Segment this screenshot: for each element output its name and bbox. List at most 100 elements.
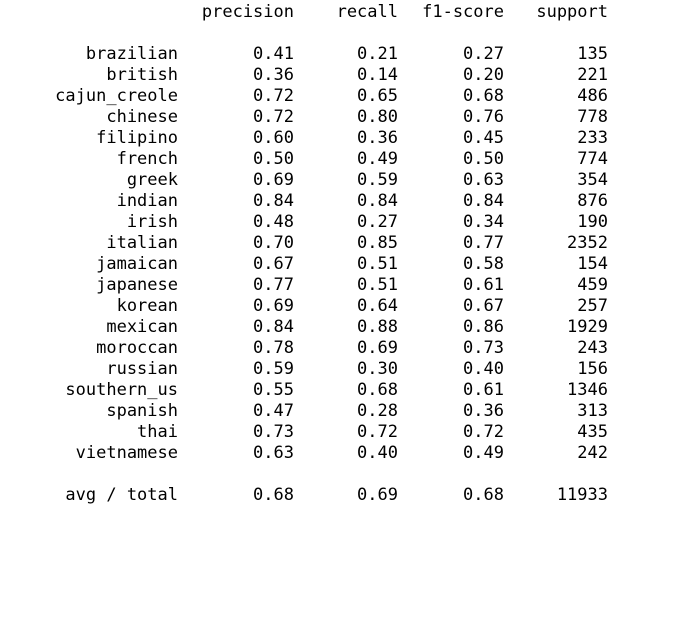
class-label: greek (126, 170, 178, 190)
total-support: 11933 (556, 485, 608, 505)
table-row: chinese 0.72 0.80 0.76 778 (0, 107, 678, 128)
f1-score-value: 0.49 (463, 443, 504, 463)
class-label: french (116, 149, 178, 169)
class-label: cajun_creole (55, 86, 178, 106)
support-value: 2352 (567, 233, 608, 253)
recall-value: 0.85 (357, 233, 398, 253)
class-label: moroccan (96, 338, 178, 358)
f1-score-value: 0.40 (463, 359, 504, 379)
support-value: 1346 (567, 380, 608, 400)
precision-value: 0.73 (253, 422, 294, 442)
recall-value: 0.51 (357, 254, 398, 274)
total-row: avg / total 0.68 0.69 0.68 11933 (0, 485, 678, 506)
support-value: 156 (577, 359, 608, 379)
recall-value: 0.51 (357, 275, 398, 295)
f1-score-value: 0.73 (463, 338, 504, 358)
recall-value: 0.68 (357, 380, 398, 400)
recall-value: 0.84 (357, 191, 398, 211)
recall-value: 0.30 (357, 359, 398, 379)
f1-score-value: 0.36 (463, 401, 504, 421)
class-label: italian (106, 233, 178, 253)
f1-score-value: 0.50 (463, 149, 504, 169)
table-row: irish 0.48 0.27 0.34 190 (0, 212, 678, 233)
table-row: french 0.50 0.49 0.50 774 (0, 149, 678, 170)
class-label: japanese (96, 275, 178, 295)
table-row: mexican 0.84 0.88 0.86 1929 (0, 317, 678, 338)
f1-score-value: 0.72 (463, 422, 504, 442)
support-value: 876 (577, 191, 608, 211)
precision-value: 0.78 (253, 338, 294, 358)
classification-report: precision recall f1-score support brazil… (0, 2, 678, 506)
total-precision: 0.68 (253, 485, 294, 505)
header-row: precision recall f1-score support (0, 2, 678, 23)
table-row: brazilian 0.41 0.21 0.27 135 (0, 44, 678, 65)
f1-score-value: 0.76 (463, 107, 504, 127)
class-label: brazilian (85, 44, 178, 64)
table-row: southern_us 0.55 0.68 0.61 1346 (0, 380, 678, 401)
precision-value: 0.77 (253, 275, 294, 295)
total-f1-score: 0.68 (463, 485, 504, 505)
recall-value: 0.14 (357, 65, 398, 85)
class-label: indian (116, 191, 178, 211)
table-row: thai 0.73 0.72 0.72 435 (0, 422, 678, 443)
recall-value: 0.65 (357, 86, 398, 106)
precision-value: 0.70 (253, 233, 294, 253)
support-value: 774 (577, 149, 608, 169)
table-row: vietnamese 0.63 0.40 0.49 242 (0, 443, 678, 464)
table-row: russian 0.59 0.30 0.40 156 (0, 359, 678, 380)
class-label: filipino (96, 128, 178, 148)
table-row: filipino 0.60 0.36 0.45 233 (0, 128, 678, 149)
f1-score-value: 0.34 (463, 212, 504, 232)
f1-score-value: 0.45 (463, 128, 504, 148)
support-value: 135 (577, 44, 608, 64)
support-value: 435 (577, 422, 608, 442)
table-row: japanese 0.77 0.51 0.61 459 (0, 275, 678, 296)
precision-value: 0.69 (253, 296, 294, 316)
class-label: irish (126, 212, 178, 232)
support-value: 154 (577, 254, 608, 274)
recall-value: 0.80 (357, 107, 398, 127)
recall-value: 0.88 (357, 317, 398, 337)
precision-value: 0.84 (253, 317, 294, 337)
table-row: spanish 0.47 0.28 0.36 313 (0, 401, 678, 422)
column-header-f1-score: f1-score (422, 2, 504, 22)
support-value: 221 (577, 65, 608, 85)
precision-value: 0.67 (253, 254, 294, 274)
precision-value: 0.47 (253, 401, 294, 421)
column-header-precision: precision (201, 2, 294, 22)
recall-value: 0.40 (357, 443, 398, 463)
f1-score-value: 0.61 (463, 380, 504, 400)
precision-value: 0.63 (253, 443, 294, 463)
precision-value: 0.69 (253, 170, 294, 190)
table-row: korean 0.69 0.64 0.67 257 (0, 296, 678, 317)
recall-value: 0.27 (357, 212, 398, 232)
support-value: 242 (577, 443, 608, 463)
f1-score-value: 0.84 (463, 191, 504, 211)
precision-value: 0.36 (253, 65, 294, 85)
column-header-support: support (536, 2, 608, 22)
precision-value: 0.60 (253, 128, 294, 148)
f1-score-value: 0.61 (463, 275, 504, 295)
class-label: korean (116, 296, 178, 316)
support-value: 233 (577, 128, 608, 148)
total-recall: 0.69 (357, 485, 398, 505)
table-row: cajun_creole 0.72 0.65 0.68 486 (0, 86, 678, 107)
precision-value: 0.72 (253, 86, 294, 106)
class-label: russian (106, 359, 178, 379)
recall-value: 0.36 (357, 128, 398, 148)
column-header-recall: recall (336, 2, 398, 22)
class-label: jamaican (96, 254, 178, 274)
class-label: vietnamese (75, 443, 178, 463)
support-value: 313 (577, 401, 608, 421)
f1-score-value: 0.67 (463, 296, 504, 316)
support-value: 190 (577, 212, 608, 232)
precision-value: 0.59 (253, 359, 294, 379)
f1-score-value: 0.68 (463, 86, 504, 106)
recall-value: 0.72 (357, 422, 398, 442)
support-value: 486 (577, 86, 608, 106)
support-value: 459 (577, 275, 608, 295)
f1-score-value: 0.63 (463, 170, 504, 190)
table-row: indian 0.84 0.84 0.84 876 (0, 191, 678, 212)
table-row: jamaican 0.67 0.51 0.58 154 (0, 254, 678, 275)
precision-value: 0.48 (253, 212, 294, 232)
